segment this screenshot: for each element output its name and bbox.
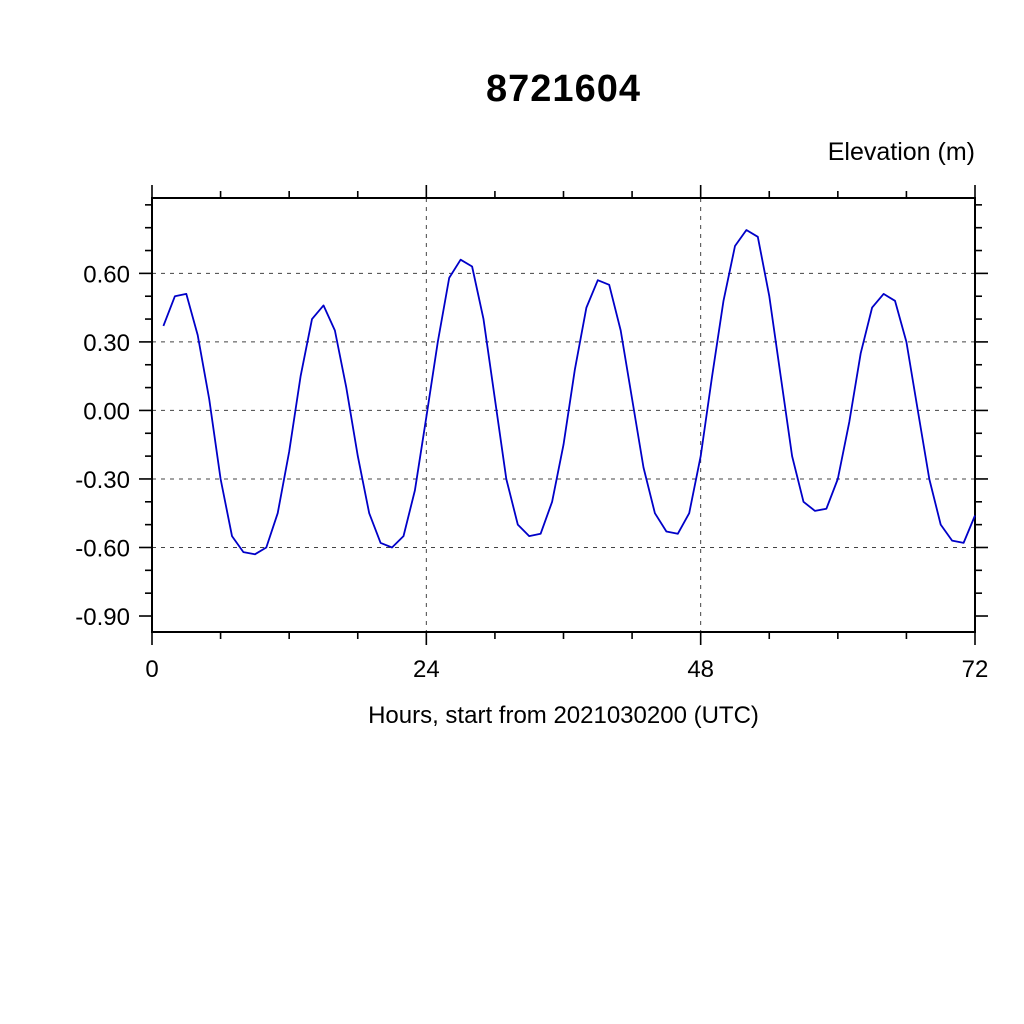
elevation-series-line xyxy=(162,229,976,556)
x-axis-title: Hours, start from 2021030200 (UTC) xyxy=(368,702,759,729)
x-tick-label: 0 xyxy=(145,656,158,683)
y-tick-label: 0.30 xyxy=(83,330,130,357)
gridlines xyxy=(152,198,975,632)
y-tick-label: 0.00 xyxy=(83,398,130,425)
x-tick-label: 24 xyxy=(413,656,440,683)
plot-frame xyxy=(151,197,976,633)
y-tick-label: -0.60 xyxy=(75,535,130,562)
tick-labels: 0.60 0.30 0.00 -0.30 -0.60 -0.90 0 24 48 72 xyxy=(75,261,988,683)
chart-title: 8721604 xyxy=(486,68,641,110)
y-axis-title: Elevation (m) xyxy=(827,138,975,166)
x-tick-label: 48 xyxy=(687,656,714,683)
y-tick-label: 0.60 xyxy=(83,261,130,288)
axis-ticks xyxy=(139,185,988,645)
y-tick-label: -0.90 xyxy=(75,604,130,631)
y-tick-label: -0.30 xyxy=(75,467,130,494)
x-tick-label: 72 xyxy=(962,656,989,683)
